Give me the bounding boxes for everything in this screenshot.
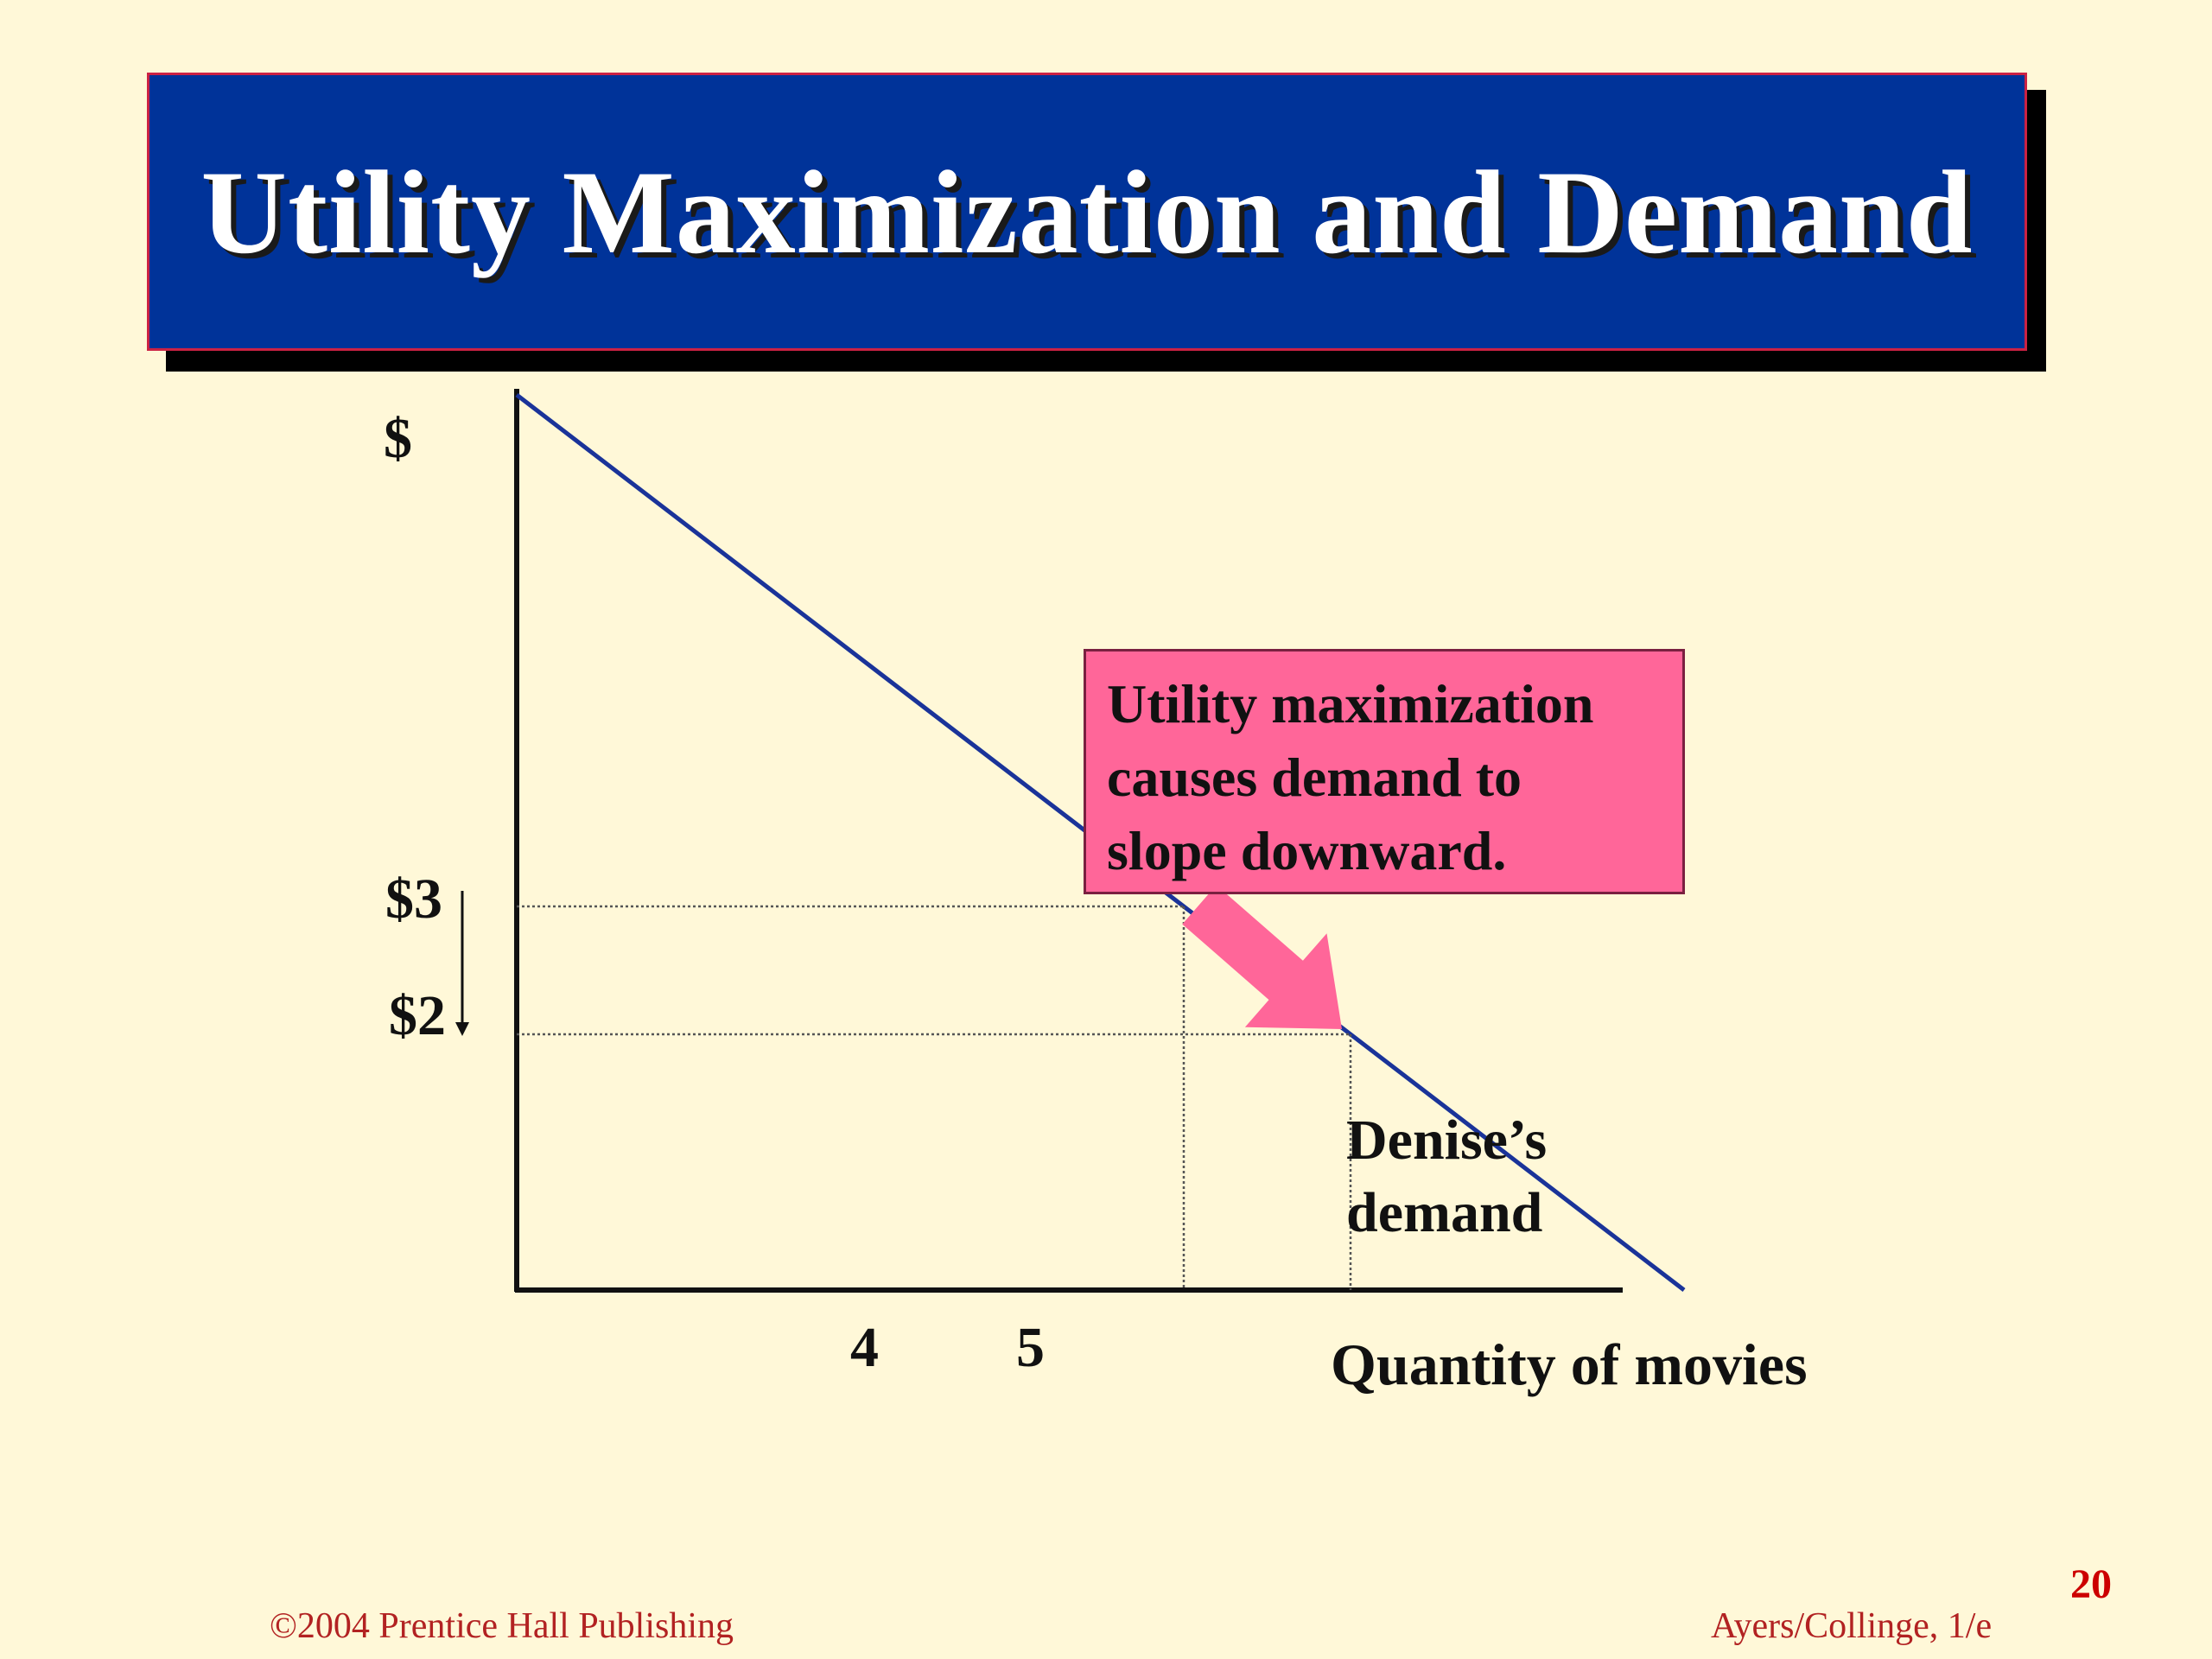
demand-curve-label-line-2: demand [1346, 1181, 1543, 1244]
demand-curve-label-line-1: Denise’s [1346, 1109, 1548, 1172]
annotation-callout: Utility maximization causes demand to sl… [1084, 649, 1685, 894]
title-banner: Utility Maximization and Demand [147, 73, 2027, 351]
footer-copyright: ©2004 Prentice Hall Publishing [270, 1606, 734, 1646]
y-tick-label-3: $3 [385, 868, 442, 931]
footer-credit: Ayers/Collinge, 1/e [1711, 1606, 1993, 1646]
annotation-line-1: Utility maximization [1107, 673, 1594, 734]
x-axis-label: Quantity of movies [1331, 1332, 1808, 1397]
price-drop-arrow-head [455, 1022, 469, 1036]
annotation-line-3: slope downward. [1107, 820, 1507, 881]
x-tick-label-4: 4 [850, 1316, 879, 1379]
slide-title: Utility Maximization and Demand [200, 145, 1974, 278]
x-tick-label-5: 5 [1016, 1316, 1045, 1379]
page-number: 20 [2070, 1561, 2112, 1607]
annotation-line-2: causes demand to [1107, 747, 1522, 808]
demand-curve-label: Denise’s demand [1346, 1104, 1547, 1249]
movement-arrow [1182, 885, 1342, 1029]
y-tick-label-2: $2 [389, 984, 446, 1047]
y-axis-label: $ [384, 407, 412, 470]
